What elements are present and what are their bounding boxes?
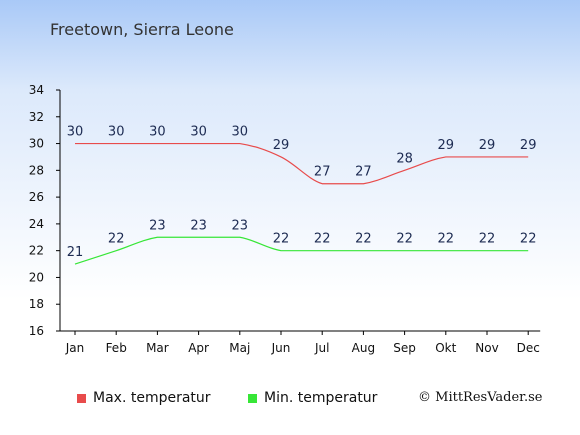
y-tick-label: 30 — [29, 137, 44, 151]
data-label-max: 29 — [273, 138, 290, 153]
x-tick-label: Aug — [352, 341, 375, 355]
data-label-min: 22 — [520, 232, 537, 247]
x-tick-label: Jan — [65, 341, 85, 355]
y-tick-label: 24 — [29, 217, 44, 231]
x-tick-label: Apr — [188, 341, 209, 355]
y-tick-label: 28 — [29, 163, 44, 177]
legend-label-max: Max. temperatur — [93, 390, 211, 406]
y-tick-label: 32 — [29, 110, 44, 124]
legend-label-min: Min. temperatur — [264, 390, 378, 406]
x-tick-label: Jun — [271, 341, 291, 355]
legend-item-max: Max. temperatur — [77, 390, 211, 406]
legend-swatch-max — [77, 393, 86, 403]
data-label-min: 23 — [190, 218, 207, 233]
data-label-max: 30 — [149, 125, 166, 140]
data-label-min: 22 — [314, 232, 331, 247]
data-label-min: 22 — [273, 232, 290, 247]
data-label-max: 29 — [438, 138, 455, 153]
y-tick-label: 34 — [29, 83, 44, 97]
data-label-max: 27 — [355, 165, 372, 180]
y-tick-label: 16 — [29, 324, 44, 338]
x-tick-label: Feb — [106, 341, 127, 355]
data-label-min: 23 — [149, 218, 166, 233]
data-label-max: 29 — [479, 138, 496, 153]
x-tick-label: Okt — [435, 341, 456, 355]
data-label-max: 29 — [520, 138, 537, 153]
data-label-max: 27 — [314, 165, 331, 180]
series-line-min — [74, 236, 529, 265]
data-label-max: 30 — [108, 125, 125, 140]
data-label-max: 30 — [190, 125, 207, 140]
x-tick-label: Nov — [475, 341, 498, 355]
y-tick-label: 20 — [29, 270, 44, 284]
x-tick-label: Maj — [229, 341, 250, 355]
y-tick-label: 22 — [29, 244, 44, 258]
data-label-min: 22 — [355, 232, 372, 247]
data-label-min: 22 — [396, 232, 413, 247]
legend-item-min: Min. temperatur — [248, 390, 377, 406]
data-label-max: 30 — [67, 125, 84, 140]
y-tick-label: 26 — [29, 190, 44, 204]
x-tick-label: Mar — [146, 341, 169, 355]
data-label-min: 23 — [232, 218, 249, 233]
y-tick-label: 18 — [29, 297, 44, 311]
data-label-min: 22 — [479, 232, 496, 247]
x-tick-label: Jul — [314, 341, 329, 355]
x-tick-label: Dec — [517, 341, 540, 355]
x-tick-label: Sep — [393, 341, 416, 355]
series-line-max — [74, 142, 529, 185]
data-label-min: 22 — [108, 232, 125, 247]
copyright-text: © MittResVader.se — [418, 390, 543, 405]
data-label-max: 28 — [396, 151, 413, 166]
legend-swatch-min — [248, 393, 257, 403]
data-label-max: 30 — [232, 125, 249, 140]
data-label-min: 22 — [438, 232, 455, 247]
data-label-min: 21 — [67, 245, 84, 260]
chart-title: Freetown, Sierra Leone — [50, 20, 234, 39]
